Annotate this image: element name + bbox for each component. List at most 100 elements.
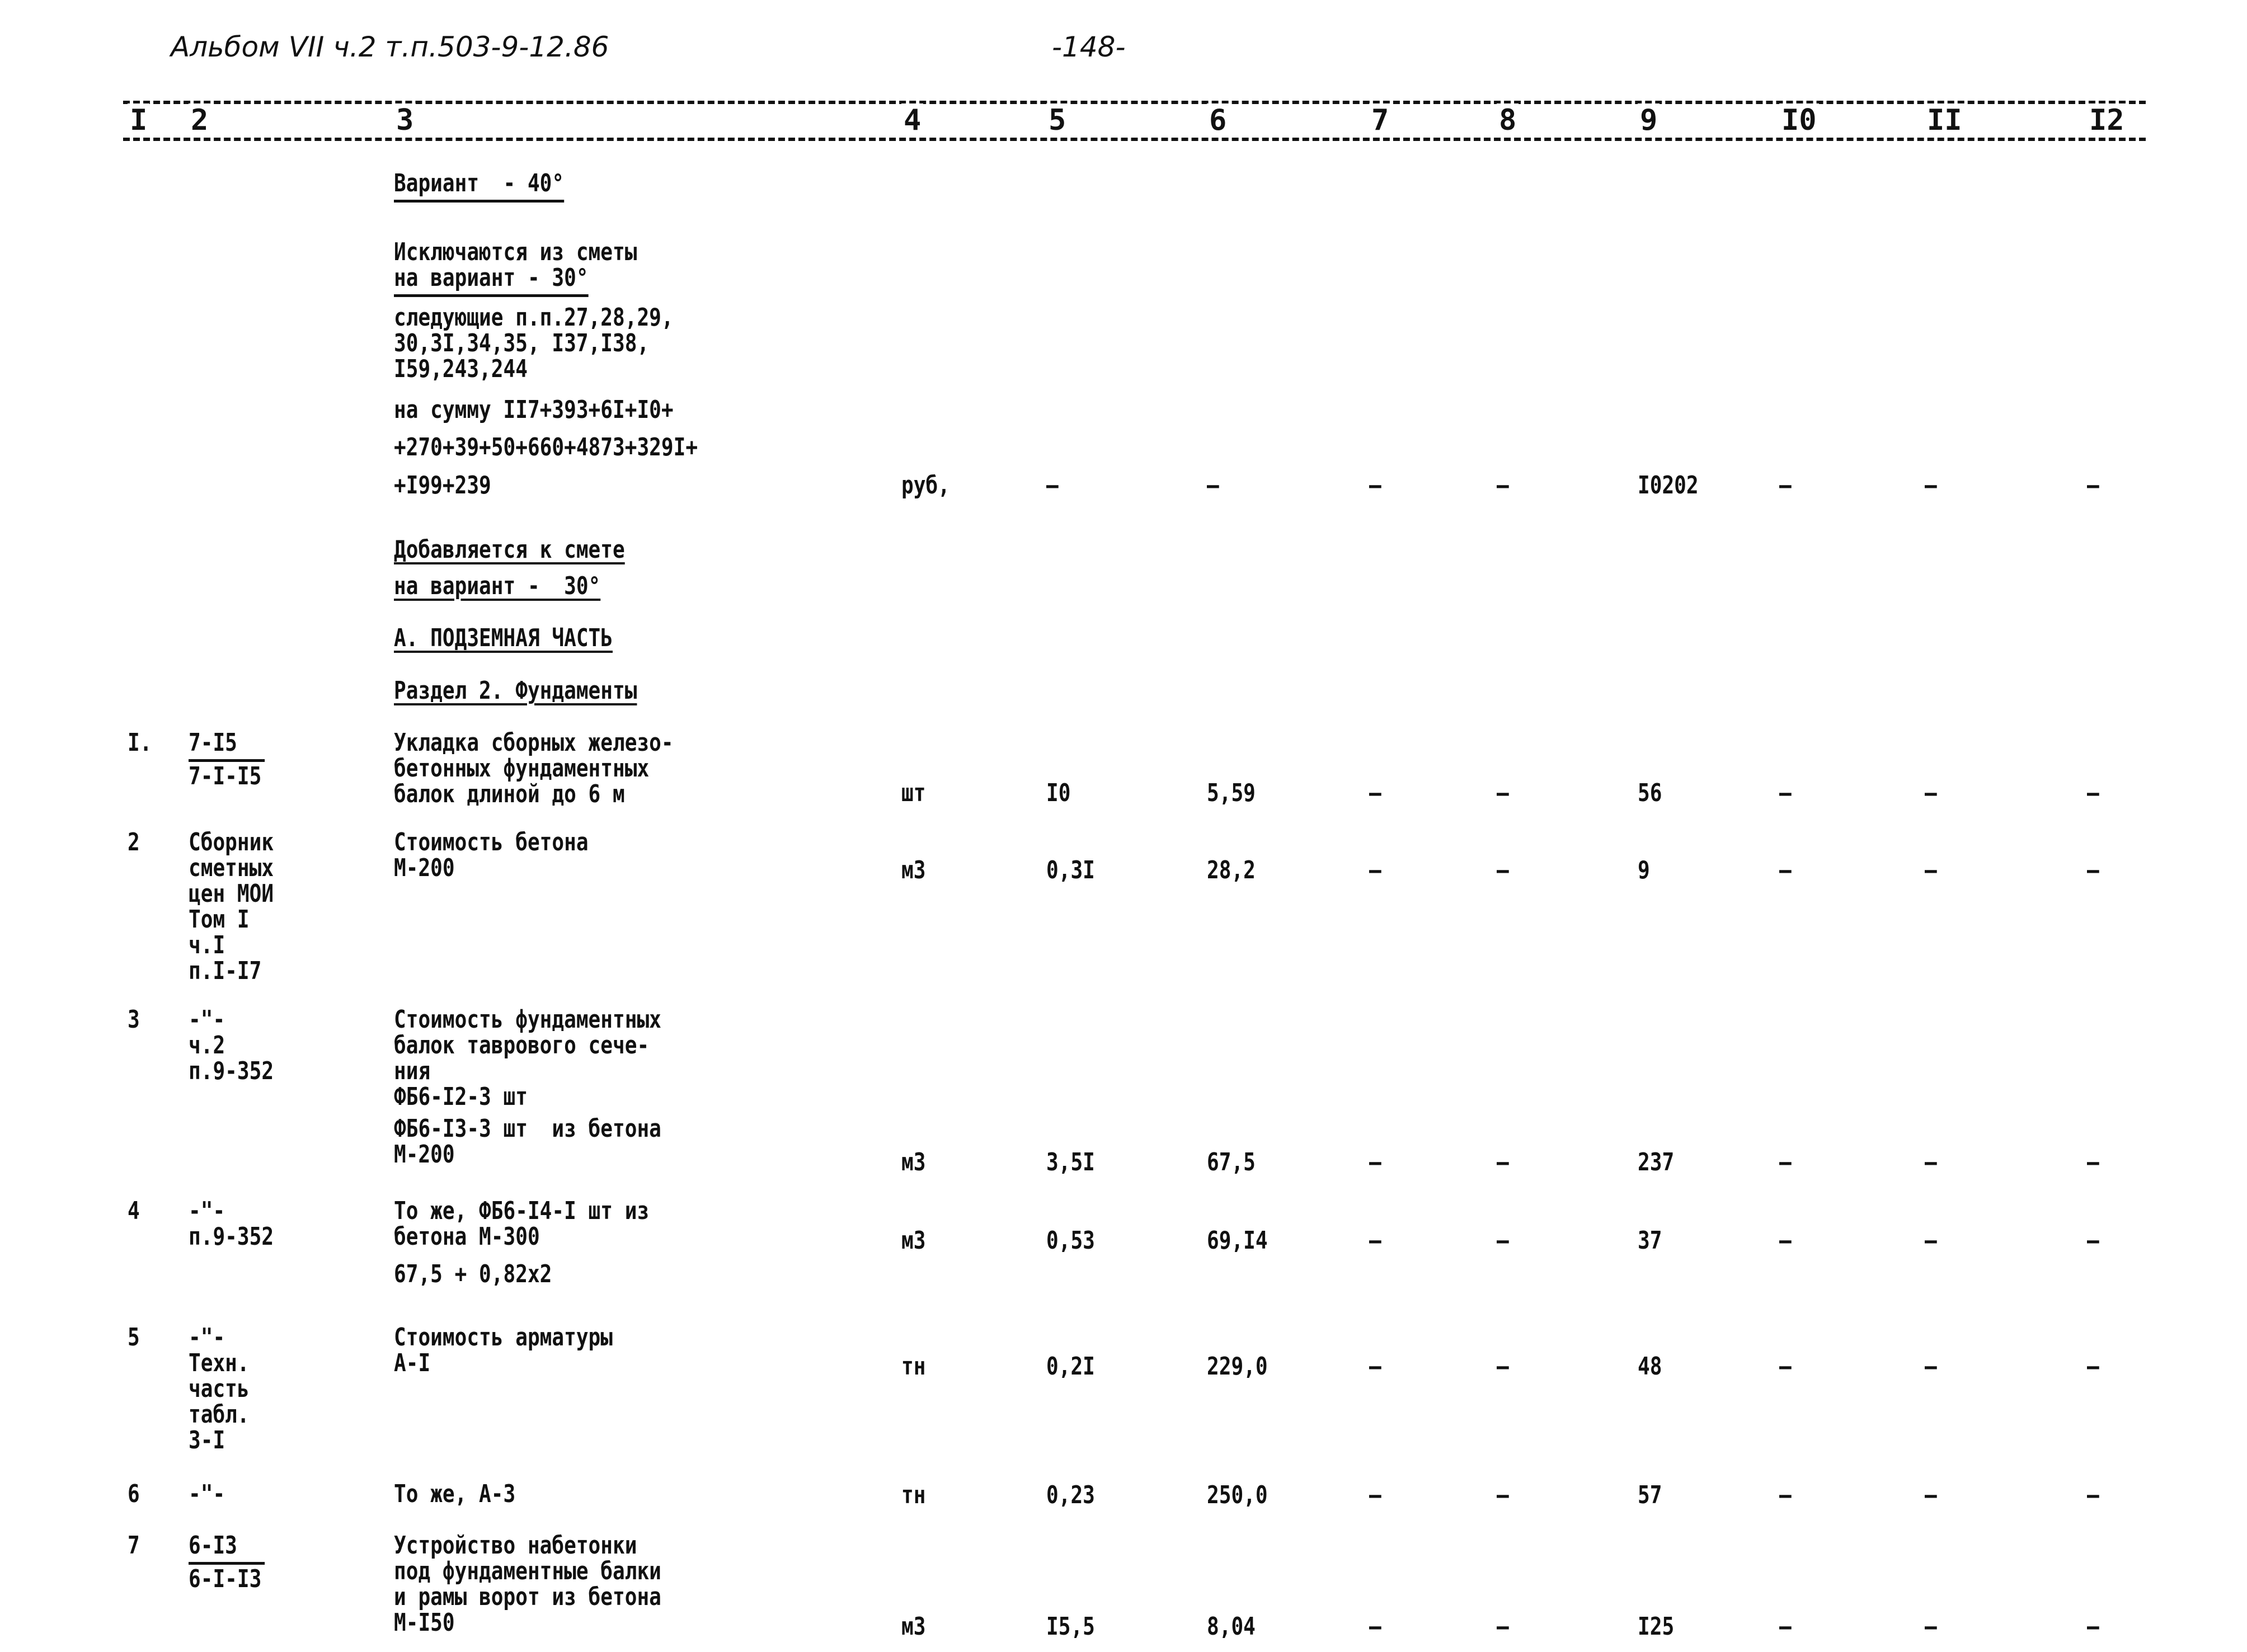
ref-source: Сборник сметных цен МОИ Том I ч.I п.I-I7 bbox=[189, 828, 274, 985]
row-number: I. bbox=[128, 728, 152, 757]
cell-col-11: – bbox=[1925, 1612, 1937, 1641]
cell-col-5: 0,23 bbox=[1046, 1481, 1095, 1509]
description: Стоимость фундаментных балок таврового с… bbox=[394, 1005, 661, 1111]
column-header: 3 bbox=[394, 103, 416, 137]
cell-col-8: – bbox=[1497, 1226, 1509, 1255]
cell-col-12: – bbox=[2087, 471, 2099, 500]
cell-col-11: – bbox=[1925, 856, 1937, 884]
description: Устройство набетонки под фундаментные ба… bbox=[394, 1531, 661, 1637]
cell-col-10: – bbox=[1779, 779, 1792, 807]
column-header: 5 bbox=[1046, 103, 1069, 137]
cell-col-5: 0,2I bbox=[1046, 1352, 1095, 1381]
ref-source: -"- ч.2 п.9-352 bbox=[189, 1005, 274, 1085]
sum-line-2: +270+39+50+660+4873+329I+ bbox=[394, 433, 698, 462]
cell-col-11: – bbox=[1925, 1352, 1937, 1381]
cell-col-9: 9 bbox=[1638, 856, 1650, 884]
ref-source: -"- Техн. часть табл. 3-I bbox=[189, 1323, 250, 1455]
cell-col-9: 237 bbox=[1638, 1148, 1675, 1176]
cell-col-8: – bbox=[1497, 1148, 1509, 1176]
cell-col-10: – bbox=[1779, 1481, 1792, 1509]
cell-col-7: – bbox=[1369, 779, 1381, 807]
cell-col-11: – bbox=[1925, 779, 1937, 807]
cell-col-10: – bbox=[1779, 1148, 1792, 1176]
ref-numerator: 6-I3 bbox=[189, 1533, 265, 1565]
cell-col-9: I0202 bbox=[1638, 471, 1699, 500]
cell-col-8: – bbox=[1497, 779, 1509, 807]
cell-col-12: – bbox=[2087, 779, 2099, 807]
description-continued: ФБ6-I3-3 шт из бетона М-200 bbox=[394, 1114, 661, 1169]
cell-col-9: I25 bbox=[1638, 1612, 1675, 1641]
cell-col-5: 0,53 bbox=[1046, 1226, 1095, 1255]
album-reference: Альбом VII ч.2 т.п.503-9-12.86 bbox=[171, 31, 609, 63]
section-title: Раздел 2. Фундаменты bbox=[394, 676, 637, 705]
cell-col-10: – bbox=[1779, 1612, 1792, 1641]
cell-col-6: 5,59 bbox=[1207, 779, 1256, 807]
ref-numerator: 7-I5 bbox=[189, 730, 265, 762]
row-number: 4 bbox=[128, 1197, 140, 1225]
column-header: 2 bbox=[189, 103, 211, 137]
cell-col-8: – bbox=[1497, 471, 1509, 500]
cell-col-7: – bbox=[1369, 856, 1381, 884]
column-header: 9 bbox=[1638, 103, 1660, 137]
cell-col-12: – bbox=[2087, 1352, 2099, 1381]
cell-col-6: 28,2 bbox=[1207, 856, 1256, 884]
unit: м3 bbox=[901, 1226, 926, 1255]
cell-col-5: I5,5 bbox=[1046, 1612, 1095, 1641]
part-label: А. ПОДЗЕМНАЯ ЧАСТЬ bbox=[394, 624, 613, 652]
ref-denominator: 7-I-I5 bbox=[189, 762, 262, 790]
cell-col-5: 0,3I bbox=[1046, 856, 1095, 884]
column-header: I2 bbox=[2087, 103, 2127, 137]
cell-col-10: – bbox=[1779, 1352, 1792, 1381]
unit: м3 bbox=[901, 1148, 926, 1176]
cell-col-7: – bbox=[1369, 1226, 1381, 1255]
cell-col-7: – bbox=[1369, 1612, 1381, 1641]
description: То же, А-3 bbox=[394, 1480, 516, 1508]
unit: м3 bbox=[901, 1612, 926, 1641]
cell-col-12: – bbox=[2087, 1612, 2099, 1641]
cell-col-9: 37 bbox=[1638, 1226, 1662, 1255]
column-header: 8 bbox=[1497, 103, 1519, 137]
column-header: 7 bbox=[1369, 103, 1392, 137]
cell-col-7: – bbox=[1369, 1481, 1381, 1509]
cell-col-9: 57 bbox=[1638, 1481, 1662, 1509]
cell-col-8: – bbox=[1497, 856, 1509, 884]
part-title: А. ПОДЗЕМНАЯ ЧАСТЬ bbox=[394, 625, 613, 651]
cell-col-12: – bbox=[2087, 1148, 2099, 1176]
column-header: I0 bbox=[1779, 103, 1819, 137]
cell-col-5: – bbox=[1046, 471, 1059, 500]
cell-col-11: – bbox=[1925, 471, 1937, 500]
excluded-variant: на вариант - 30° bbox=[394, 265, 589, 297]
cell-col-10: – bbox=[1779, 856, 1792, 884]
cell-col-10: – bbox=[1779, 1226, 1792, 1255]
cell-col-12: – bbox=[2087, 1226, 2099, 1255]
cell-col-6: 8,04 bbox=[1207, 1612, 1256, 1641]
description: То же, ФБ6-I4-I шт из бетона М-300 bbox=[394, 1197, 650, 1251]
excluded-items: следующие п.п.27,28,29, 30,3I,34,35, I37… bbox=[394, 303, 674, 383]
ref-source: -"- bbox=[189, 1480, 225, 1508]
unit: руб, bbox=[901, 471, 950, 500]
cell-col-7: – bbox=[1369, 1352, 1381, 1381]
cell-col-6: – bbox=[1207, 471, 1219, 500]
header-rule-bottom bbox=[123, 138, 2146, 141]
row-number: 3 bbox=[128, 1005, 140, 1034]
row-number: 2 bbox=[128, 828, 140, 856]
row-number: 6 bbox=[128, 1480, 140, 1508]
cell-col-10: – bbox=[1779, 471, 1792, 500]
description-continued: 67,5 + 0,82х2 bbox=[394, 1260, 552, 1288]
cell-col-12: – bbox=[2087, 1481, 2099, 1509]
row-number: 5 bbox=[128, 1323, 140, 1352]
description: Укладка сборных железо- бетонных фундаме… bbox=[394, 728, 674, 808]
cell-col-6: 69,I4 bbox=[1207, 1226, 1268, 1255]
row-number: 7 bbox=[128, 1531, 140, 1560]
cell-col-6: 250,0 bbox=[1207, 1481, 1268, 1509]
column-header: II bbox=[1925, 103, 1964, 137]
cell-col-11: – bbox=[1925, 1226, 1937, 1255]
column-header: 4 bbox=[901, 103, 924, 137]
column-header: 6 bbox=[1207, 103, 1229, 137]
cell-col-7: – bbox=[1369, 1148, 1381, 1176]
added-variant: на вариант - 30° bbox=[394, 572, 601, 600]
cell-col-6: 67,5 bbox=[1207, 1148, 1256, 1176]
cell-col-11: – bbox=[1925, 1148, 1937, 1176]
column-header: I bbox=[128, 103, 150, 137]
description: Стоимость арматуры А-I bbox=[394, 1323, 613, 1377]
